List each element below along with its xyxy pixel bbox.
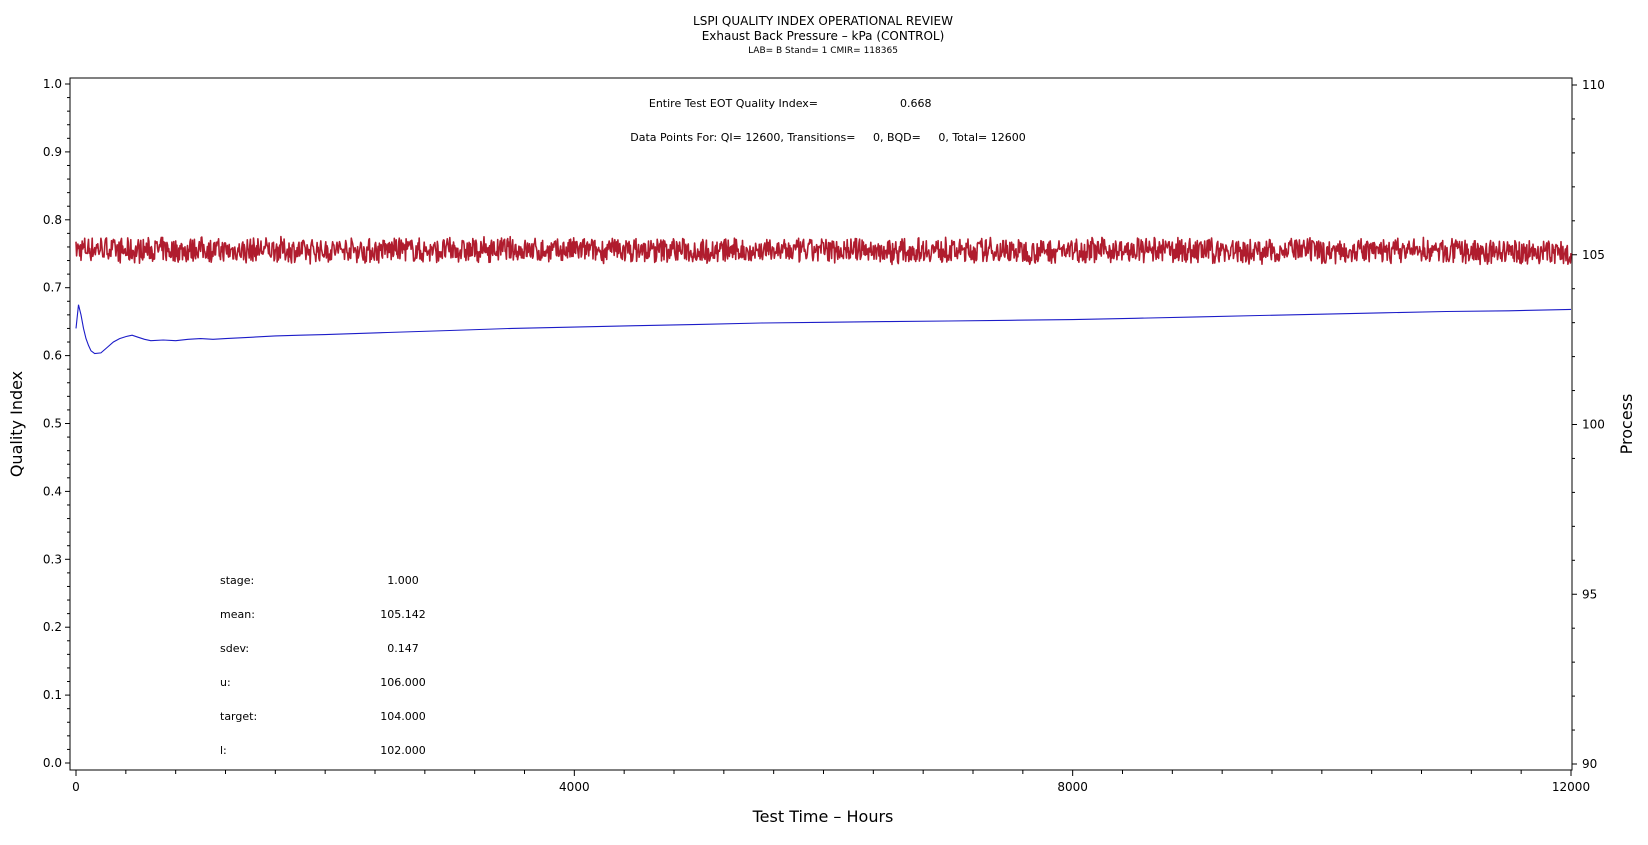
stat-label: u:: [220, 676, 231, 689]
data-points-annotation: Data Points For: QI= 12600, Transitions=…: [630, 131, 1025, 144]
stat-value: 1.000: [387, 574, 419, 587]
y-tick-label: 1.0: [43, 77, 62, 91]
y2-axis-label: Process: [1617, 394, 1636, 455]
stat-label: sdev:: [220, 642, 249, 655]
y-tick-label: 0.5: [43, 417, 62, 431]
y-axis-label: Quality Index: [7, 371, 26, 477]
y2-tick-label: 110: [1582, 78, 1605, 92]
y-tick-label: 0.0: [43, 756, 62, 770]
stats-block: stage: 1.000 mean: 105.142 sdev: 0.147 u: 106.0…: [220, 574, 426, 757]
y2-tick-label: 100: [1582, 418, 1605, 432]
x-tick-label: 8000: [1057, 780, 1088, 794]
eot-quality-value: 0.668: [900, 97, 932, 110]
series-group: [75, 235, 1572, 355]
y-tick-label: 0.2: [43, 620, 62, 634]
bottom-axis: 0 4000 8000 12000: [72, 770, 1590, 794]
stat-value: 104.000: [380, 710, 426, 723]
chart-caption: LAB= B Stand= 1 CMIR= 118365: [748, 46, 898, 56]
stat-label: stage:: [220, 574, 254, 587]
y2-tick-label: 105: [1582, 248, 1605, 262]
y-tick-label: 0.8: [43, 213, 62, 227]
stat-value: 105.142: [380, 608, 426, 621]
y2-tick-label: 95: [1582, 587, 1597, 601]
right-axis: 90 95 100 105 110: [1572, 78, 1605, 771]
plot-frame: [69, 77, 1573, 771]
x-axis-label: Test Time – Hours: [752, 807, 894, 826]
y-tick-label: 0.6: [43, 349, 62, 363]
x-tick-label: 4000: [559, 780, 590, 794]
x-tick-label: 0: [72, 780, 80, 794]
stat-label: target:: [220, 710, 257, 723]
y-tick-label: 0.4: [43, 484, 62, 498]
stat-label: mean:: [220, 608, 255, 621]
y-tick-label: 0.9: [43, 145, 62, 159]
stat-value: 106.000: [380, 676, 426, 689]
stat-label: l:: [220, 744, 227, 757]
y2-tick-label: 90: [1582, 757, 1597, 771]
y-tick-label: 0.3: [43, 552, 62, 566]
eot-quality-label: Entire Test EOT Quality Index=: [649, 97, 818, 110]
x-tick-label: 12000: [1552, 780, 1590, 794]
stat-value: 0.147: [387, 642, 419, 655]
chart-subtitle: Exhaust Back Pressure – kPa (CONTROL): [702, 29, 945, 43]
process-series-line: [75, 235, 1572, 266]
y-tick-label: 0.7: [43, 281, 62, 295]
chart-title: LSPI QUALITY INDEX OPERATIONAL REVIEW: [693, 14, 953, 28]
quality-index-series-line: [75, 304, 1572, 355]
left-axis: 0.0 0.1 0.2 0.3 0.4 0.5 0.6 0.7 0.8 0.9 1.0: [43, 77, 70, 770]
stat-value: 102.000: [380, 744, 426, 757]
y-tick-label: 0.1: [43, 688, 62, 702]
